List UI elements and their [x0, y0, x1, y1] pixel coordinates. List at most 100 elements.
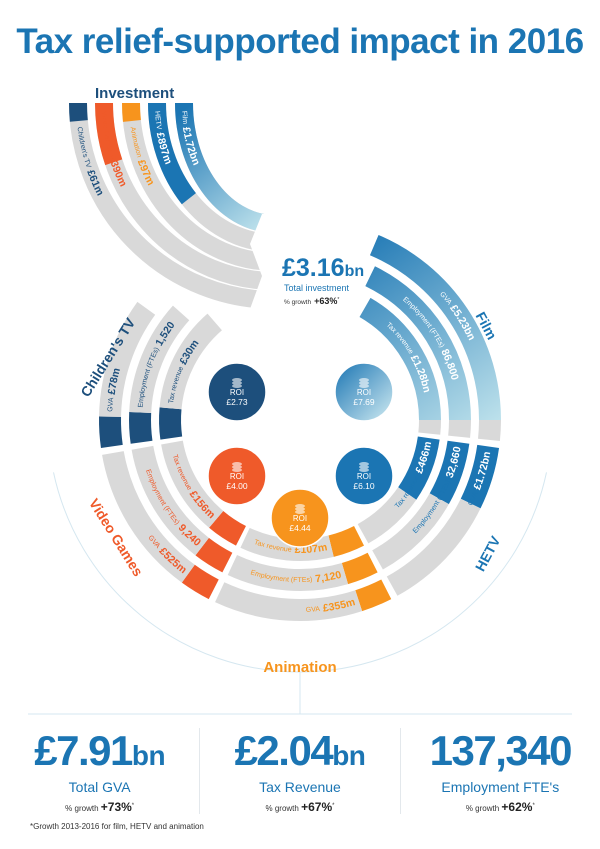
coin — [359, 378, 369, 382]
investment-fill — [175, 102, 276, 233]
growth-label: % growth — [265, 804, 299, 813]
roi-value: £4.44 — [289, 523, 311, 533]
coins-icon — [232, 378, 242, 388]
animation-ring-block — [355, 579, 392, 612]
hetv-ring-track — [386, 498, 481, 596]
employment-value: 137,340 — [429, 727, 573, 774]
roi-circle — [334, 446, 394, 506]
film-ring-fill — [369, 234, 501, 421]
investment-bar-animation: Animation £97m — [122, 102, 276, 271]
coin — [232, 384, 242, 388]
coin — [359, 462, 369, 466]
roi-circle — [270, 488, 330, 548]
childrens-tv-metric-text: GVA£78m — [106, 367, 123, 412]
total-gva-label: Total GVA — [68, 779, 131, 795]
tax-revenue-unit: bn — [332, 740, 366, 771]
total-investment-value: £3.16 — [282, 254, 345, 282]
investment-bar-hetv: HETV £897m — [148, 102, 276, 252]
total-investment-unit: bn — [345, 263, 365, 280]
footnote-mark: * — [131, 803, 135, 810]
coins-icon — [359, 378, 369, 388]
total-employment: 137,340 Employment FTE's % growth +62%* — [399, 727, 600, 814]
outline-arc — [53, 472, 547, 673]
investment-track — [122, 102, 276, 271]
video-games-ring-track — [131, 445, 210, 556]
roi-badge-hetv: ROI£6.10 — [334, 446, 394, 506]
investment-bar-video-games: Video Games £390m — [95, 102, 276, 290]
roi-label: ROI — [230, 472, 244, 481]
coin — [295, 510, 305, 514]
coin — [359, 384, 369, 388]
coins-icon — [295, 504, 305, 514]
investment-bar-film: Film £1.72bn — [175, 102, 276, 233]
film-ring-fill — [359, 297, 441, 421]
video-games-ring-track — [161, 440, 224, 528]
investment-fill — [148, 102, 276, 252]
animation-metric-value: 7,120 — [315, 569, 343, 585]
film-ring-fill — [365, 266, 471, 421]
coin — [232, 465, 242, 469]
hetv-ring-fill — [397, 436, 440, 500]
coin — [232, 381, 242, 385]
film-ring-track — [478, 419, 501, 442]
animation-metric-label: GVA — [306, 605, 321, 613]
coin — [232, 462, 242, 466]
roi-value: £6.10 — [353, 481, 375, 491]
coin — [295, 507, 305, 511]
total-investment: £3.16bn — [282, 254, 364, 282]
investment-growth: % growth +63%* — [284, 296, 339, 306]
investment-track — [69, 102, 276, 309]
tax-revenue-label: Tax Revenue — [259, 779, 341, 795]
total-investment-label: Total investment — [284, 283, 350, 293]
coin — [359, 465, 369, 469]
tax-revenue-value: £2.04 — [234, 727, 334, 774]
animation-ring-block — [341, 552, 378, 585]
roi-circle — [334, 362, 394, 422]
hetv-ring-fill — [460, 444, 500, 509]
roi-value: £4.00 — [226, 481, 248, 491]
growth-value: +67% — [301, 800, 333, 814]
roi-circle — [207, 362, 267, 422]
childrens-tv-ring-track — [129, 305, 190, 414]
childrens-tv-metric-text: GVA£78m — [106, 367, 123, 412]
investment-heading: Investment — [95, 85, 174, 102]
investment-item-label: Film — [181, 111, 189, 125]
roi-value: £2.73 — [226, 397, 248, 407]
childrens-tv-ring-block — [129, 411, 153, 444]
footnote-mark: * — [337, 297, 339, 303]
roi-badge-video-games: ROI£4.00 — [207, 446, 267, 506]
coin — [295, 504, 305, 508]
roi-value: £7.69 — [353, 397, 375, 407]
growth-label: % growth — [65, 804, 99, 813]
childrens-tv-metric-value: £78m — [106, 367, 123, 396]
roi-label: ROI — [293, 514, 307, 523]
employment-label: Employment FTE's — [441, 779, 560, 795]
film-ring-track — [418, 419, 442, 435]
sector-title-hetv: HETV — [472, 533, 504, 574]
totals-row: £7.91bn Total GVA % growth +73%* £2.04bn… — [0, 728, 600, 814]
film-ring-track — [448, 419, 471, 438]
growth-value: +73% — [100, 800, 132, 814]
footnote: *Growth 2013-2016 for film, HETV and ani… — [30, 822, 204, 831]
roi-badge-film: ROI£7.69 — [334, 362, 394, 422]
childrens-tv-ring-block — [99, 416, 123, 448]
coins-icon — [359, 462, 369, 472]
growth-label: % growth — [465, 804, 500, 813]
childrens-tv-ring-track — [99, 301, 156, 418]
hetv-ring-track — [357, 487, 417, 544]
animation-ring-track — [215, 582, 363, 621]
childrens-tv-ring-track — [159, 313, 223, 410]
investment-bar-children-s-tv: Children's TV £61m — [69, 102, 276, 309]
coin — [359, 468, 369, 472]
roi-label: ROI — [357, 388, 371, 397]
growth-value: +62% — [501, 800, 533, 814]
coin — [232, 468, 242, 472]
roi-badge-animation: ROI£4.44 — [270, 488, 330, 548]
childrens-tv-metric-label: GVA — [107, 397, 115, 412]
